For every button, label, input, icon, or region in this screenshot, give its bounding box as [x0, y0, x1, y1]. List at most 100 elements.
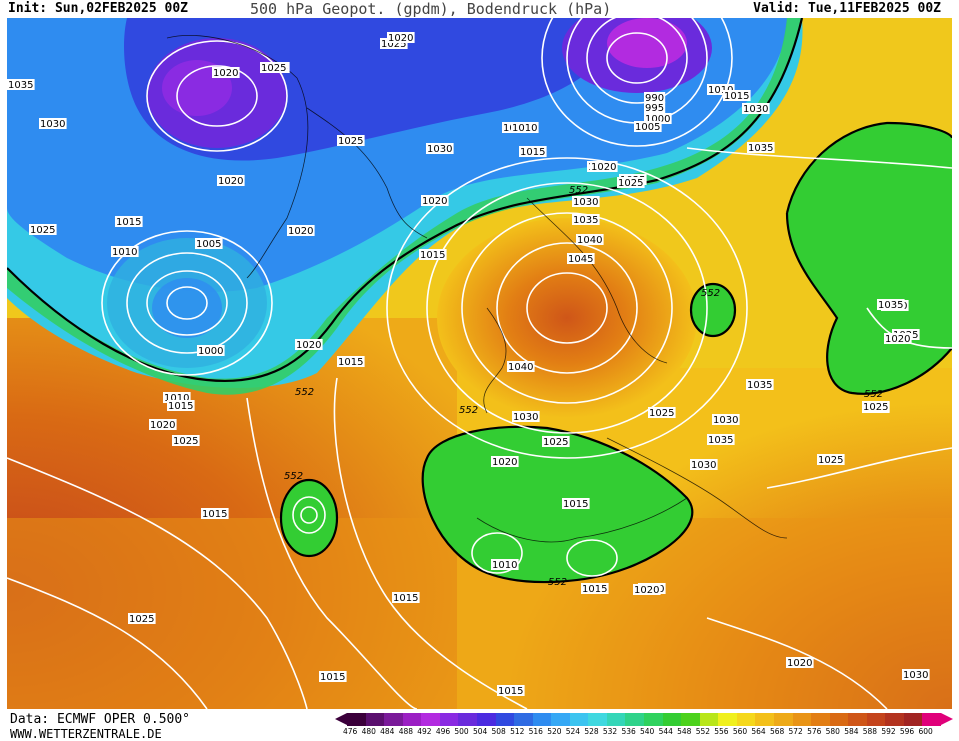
svg-text:1035: 1035 [573, 215, 598, 226]
isobar-label: 1020 [287, 225, 315, 237]
scale-tick-label: 480 [361, 727, 376, 736]
scale-tick-label: 560 [732, 727, 748, 736]
cutoff-low-atlantic [281, 480, 337, 556]
svg-text:1040: 1040 [577, 235, 602, 246]
scale-tick-label: 496 [435, 727, 451, 736]
svg-text:1020: 1020 [218, 176, 243, 187]
isobar-label: 1010 [707, 84, 735, 96]
isobar-label: 1025 [542, 436, 570, 448]
isobar-label: 1030 [742, 103, 770, 115]
scale-swatch [421, 713, 440, 726]
isobar-label: 1025 [172, 435, 200, 447]
scale-tick-label: 500 [454, 727, 469, 736]
svg-text:1035: 1035 [748, 143, 773, 154]
isobar-label: 1020 [212, 67, 240, 79]
green-area-east [787, 123, 952, 394]
isobar-label: 1015 [319, 671, 347, 683]
isobar-label: 1020 [387, 32, 415, 44]
scale-swatch [736, 713, 756, 726]
svg-text:995: 995 [645, 103, 664, 114]
isobar-label: 1020 [884, 333, 912, 345]
svg-text:1030: 1030 [903, 670, 928, 681]
isobar-label: 1035 [7, 79, 35, 91]
scale-tick-label: 532 [602, 727, 618, 736]
svg-text:1010: 1010 [512, 123, 537, 134]
svg-text:1030: 1030 [513, 412, 538, 423]
scale-tick-label: 552 [695, 727, 711, 736]
scale-swatch [644, 713, 663, 726]
svg-text:1030: 1030 [743, 104, 768, 115]
isobar-label: 990 [644, 92, 666, 104]
svg-text:1015: 1015 [116, 217, 141, 228]
svg-text:1015: 1015 [498, 686, 523, 697]
isobar-label: 1025 [862, 401, 890, 413]
svg-text:1025: 1025 [381, 39, 406, 50]
svg-text:1015: 1015 [520, 147, 545, 158]
svg-text:1025: 1025 [173, 436, 198, 447]
scale-tick-label: 504 [472, 727, 488, 736]
svg-text:1015: 1015 [320, 672, 345, 683]
scale-swatch [458, 713, 477, 726]
svg-text:1025: 1025 [338, 136, 363, 147]
scale-swatch [903, 713, 923, 726]
scale-swatch [588, 713, 607, 726]
scale-tick-label: 564 [751, 727, 766, 736]
svg-text:1025: 1025 [543, 437, 568, 448]
scale-swatch [365, 713, 385, 726]
scale-tick-label: 572 [788, 727, 803, 736]
svg-text:1035: 1035 [708, 435, 733, 446]
scale-tick-label: 584 [844, 727, 859, 736]
scale-tick-label: 524 [565, 727, 581, 736]
isobar-label: 1025 [380, 38, 408, 50]
scale-tick-label: 600 [918, 727, 933, 736]
scale-swatch [532, 713, 552, 726]
svg-text:1020: 1020 [634, 585, 659, 596]
map-header: Init: Sun,02FEB2025 00Z 500 hPa Geopot. … [0, 0, 959, 18]
isobar-label: 1010 [111, 246, 139, 258]
scale-tick-label: 592 [881, 727, 896, 736]
scale-swatch [384, 713, 403, 726]
svg-text:1010: 1010 [112, 247, 137, 258]
svg-text:1010: 1010 [492, 560, 517, 571]
isobar-label: 1030 [39, 118, 67, 130]
scale-tick-label: 556 [714, 727, 729, 736]
svg-text:1015: 1015 [563, 499, 588, 510]
height-552-label: 552 [548, 577, 567, 588]
isobar-label: 1035 [572, 214, 600, 226]
isobar-label: 1015 [115, 216, 143, 228]
scale-swatch [866, 713, 886, 726]
svg-text:1015: 1015 [202, 509, 227, 520]
scale-tick-label: 596 [899, 727, 915, 736]
scale-swatch [625, 713, 644, 726]
scale-ticks: 476 480 484 488 492 496 500 504 508 512 516 520 524 5… [343, 727, 941, 736]
svg-text:1030: 1030 [573, 197, 598, 208]
scale-swatch [476, 713, 496, 726]
isobar-label: 1015 [201, 508, 229, 520]
isobar-label: 1040 [507, 361, 535, 373]
svg-text:1020: 1020 [288, 226, 313, 237]
scale-swatch [792, 713, 812, 726]
svg-text:1020: 1020 [296, 340, 321, 351]
site-name: WWW.WETTERZENTRALE.DE [10, 727, 162, 741]
isobar-label: 1030 [690, 459, 718, 471]
svg-text:1040: 1040 [508, 362, 533, 373]
isobar-label: 1030 [426, 143, 454, 155]
isobar-label: 1025 [260, 62, 288, 74]
isobars [7, 18, 952, 709]
svg-text:1020: 1020 [388, 33, 413, 44]
isobar-label: 1030 [572, 196, 600, 208]
svg-text:1015: 1015 [338, 357, 363, 368]
svg-text:1015: 1015 [168, 401, 193, 412]
scale-min-arrow-icon [335, 713, 347, 725]
isobar-label: 1000 [644, 113, 672, 125]
scale-tick-label: 476 [343, 727, 358, 736]
isobar-label: 1000 [197, 345, 225, 357]
svg-text:1015: 1015 [724, 91, 749, 102]
isobar-label: 1020 [149, 419, 177, 431]
isobar-label: 1025 [337, 135, 365, 147]
height-552-label: 552 [569, 185, 588, 196]
svg-text:1015: 1015 [420, 250, 445, 261]
isobar-label: 1005 [634, 121, 662, 133]
scale-swatch [514, 713, 533, 726]
isobar-label: 1015 [167, 400, 195, 412]
